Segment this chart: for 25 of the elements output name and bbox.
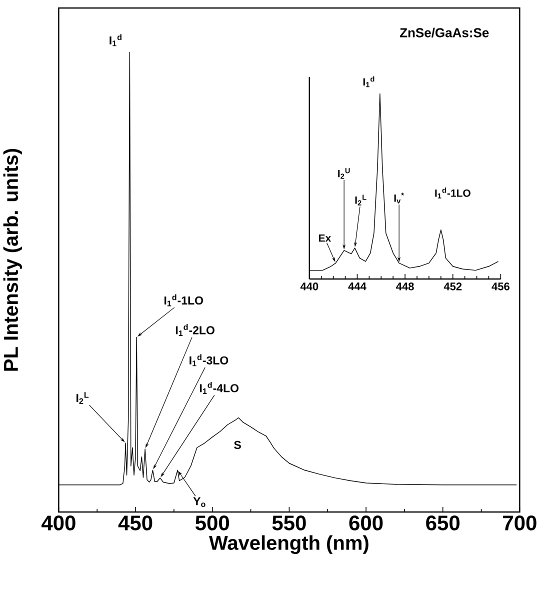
x-tick-label: 440	[300, 282, 318, 290]
x-tick-label: 456	[492, 282, 510, 290]
x-tick-label: 448	[396, 282, 414, 290]
x-tick-label: 452	[444, 282, 462, 290]
annotation: I$_{1}$$^{d}$-3LO	[190, 354, 228, 366]
x-axis-title: Wavelength (nm)	[209, 535, 369, 554]
x-tick-label: 450	[118, 516, 152, 530]
annotation: Y$_{o}$	[193, 497, 206, 508]
chart-title: ZnSe/GaAs:Se	[400, 28, 489, 38]
x-tick-label: 400	[42, 516, 76, 530]
x-tick-label: 444	[348, 282, 366, 290]
annotation: I$_{1}$$^{d}$-1LO	[164, 294, 204, 306]
annotation: I$_{1}$$^{d}$-2LO	[176, 324, 215, 336]
x-tick-label: 700	[503, 516, 537, 530]
annotation: Ex	[319, 234, 332, 242]
y-axis-title: PL Intensity (arb. units)	[3, 148, 22, 371]
x-tick-label: 500	[196, 516, 230, 530]
annotation: I$_{1}$$^{d}$-1LO	[435, 187, 471, 198]
annotation: I$_{2}$L	[76, 392, 89, 404]
annotation: I$_{1}$$^{d}$-4LO	[200, 382, 239, 394]
x-tick-label: 600	[349, 516, 383, 530]
x-tick-label: 650	[426, 516, 460, 530]
x-tick-label: 550	[272, 516, 306, 530]
annotation: S	[234, 440, 242, 450]
annotation: I$_{1}$d	[110, 34, 122, 46]
